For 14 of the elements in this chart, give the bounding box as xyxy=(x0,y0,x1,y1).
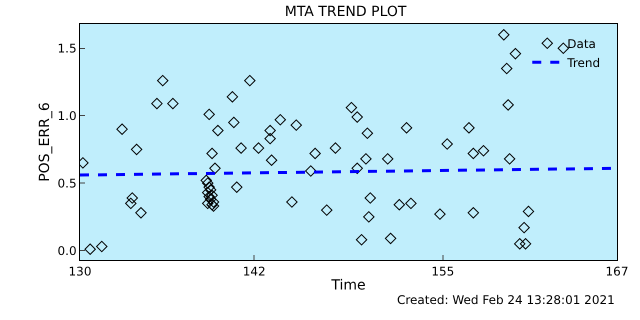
x-tick-label: 130 xyxy=(68,264,92,278)
legend-label: Data xyxy=(567,36,596,51)
y-tick-label: 0.0 xyxy=(58,244,77,258)
y-axis-title: POS_ERR_6 xyxy=(37,102,54,182)
legend-label: Trend xyxy=(566,56,600,70)
x-tick-label: 142 xyxy=(242,264,266,278)
x-tick-label: 167 xyxy=(606,264,628,278)
y-tick-label: 1.0 xyxy=(58,108,77,123)
text: Created: Wed Feb 24 13:28:01 2021 xyxy=(397,293,615,307)
y-tick-label: 1.5 xyxy=(58,41,77,56)
x-axis-title: Time xyxy=(330,278,366,294)
y-tick-label: 0.5 xyxy=(58,176,77,190)
x-tick-label: 155 xyxy=(431,264,454,278)
chart-title: MTA TREND PLOT xyxy=(284,4,407,20)
